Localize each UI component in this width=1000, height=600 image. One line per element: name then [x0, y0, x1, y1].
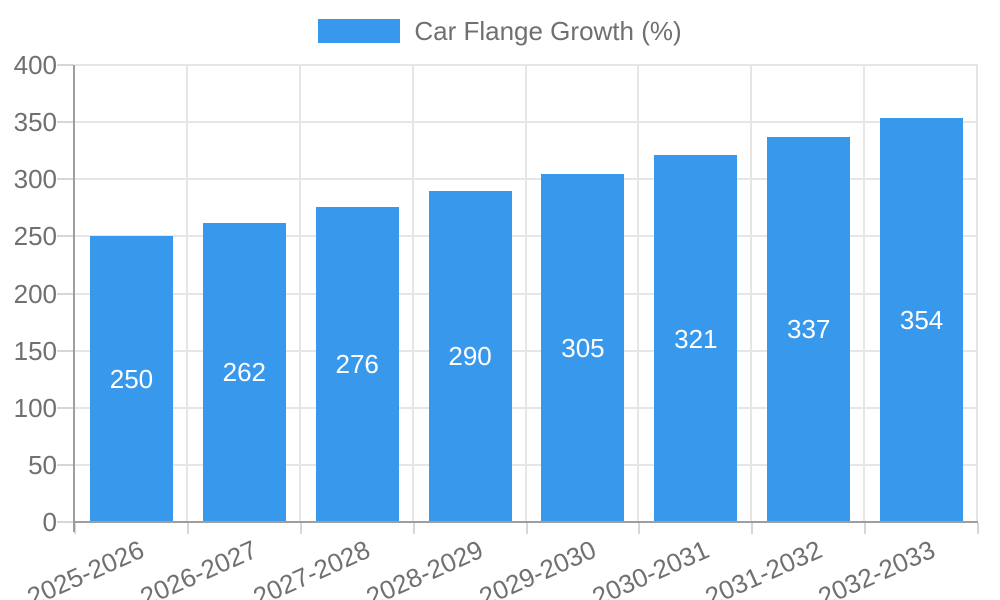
h-gridline — [75, 406, 978, 409]
bar[interactable]: 250 — [89, 236, 173, 522]
y-tick-mark — [57, 521, 74, 523]
x-tick-mark — [412, 523, 415, 534]
y-tick-label: 200 — [13, 278, 57, 309]
legend-swatch-icon — [318, 19, 401, 43]
x-tick-mark — [186, 523, 189, 534]
v-gridline — [863, 65, 866, 522]
bar-value-label: 305 — [561, 332, 605, 363]
x-axis-line — [73, 521, 978, 523]
bar-value-label: 276 — [335, 349, 379, 380]
v-gridline — [411, 65, 414, 522]
x-tick-mark — [638, 523, 641, 534]
y-tick-label: 400 — [13, 50, 57, 80]
x-tick-mark — [299, 523, 302, 534]
y-tick-mark — [57, 178, 74, 181]
x-tick-mark — [751, 523, 754, 534]
v-gridline — [637, 65, 640, 522]
y-tick-label: 150 — [13, 335, 57, 366]
y-tick-label: 100 — [13, 392, 57, 423]
bar[interactable]: 276 — [315, 206, 399, 522]
y-tick-label: 250 — [13, 221, 57, 252]
bar-value-label: 337 — [786, 314, 831, 345]
bar-value-label: 250 — [109, 364, 154, 395]
bar[interactable]: 262 — [202, 222, 286, 522]
bar[interactable]: 354 — [880, 117, 964, 522]
h-gridline — [75, 178, 978, 181]
bar-value-label: 321 — [674, 323, 718, 354]
bar-value-label: 262 — [222, 357, 266, 388]
h-gridline — [75, 463, 978, 466]
bar[interactable]: 305 — [541, 173, 625, 522]
h-gridline — [75, 64, 978, 66]
bar[interactable]: 337 — [767, 136, 851, 522]
y-tick-mark — [57, 349, 74, 352]
h-gridline — [75, 235, 978, 238]
y-tick-mark — [57, 235, 74, 238]
chart-legend[interactable]: Car Flange Growth (%) — [0, 14, 1000, 48]
bar[interactable]: 290 — [428, 190, 512, 522]
x-tick-mark — [525, 523, 528, 534]
y-tick-mark — [57, 121, 74, 124]
y-axis-line — [73, 65, 75, 532]
x-tick-mark — [74, 523, 76, 534]
v-gridline — [524, 65, 527, 522]
bar-value-label: 354 — [899, 304, 944, 335]
v-gridline — [976, 65, 978, 522]
h-gridline — [75, 292, 978, 295]
v-gridline — [185, 65, 188, 522]
y-tick-mark — [57, 406, 74, 409]
y-tick-mark — [57, 292, 74, 295]
y-tick-label: 350 — [13, 107, 57, 138]
legend-label: Car Flange Growth (%) — [414, 16, 682, 46]
bar-value-label: 290 — [448, 341, 492, 372]
y-tick-label: 0 — [42, 507, 57, 537]
bar[interactable]: 321 — [654, 155, 738, 522]
y-tick-mark — [57, 463, 74, 466]
v-gridline — [298, 65, 301, 522]
y-tick-label: 300 — [13, 164, 57, 195]
x-tick-mark — [864, 523, 867, 534]
h-gridline — [75, 349, 978, 352]
x-tick-mark — [977, 523, 979, 534]
h-gridline — [75, 121, 978, 124]
y-tick-mark — [57, 64, 74, 66]
v-gridline — [750, 65, 753, 522]
y-tick-label: 50 — [28, 449, 57, 480]
plot-area: 250 262 276 290 305 321 337 354 — [75, 64, 978, 523]
